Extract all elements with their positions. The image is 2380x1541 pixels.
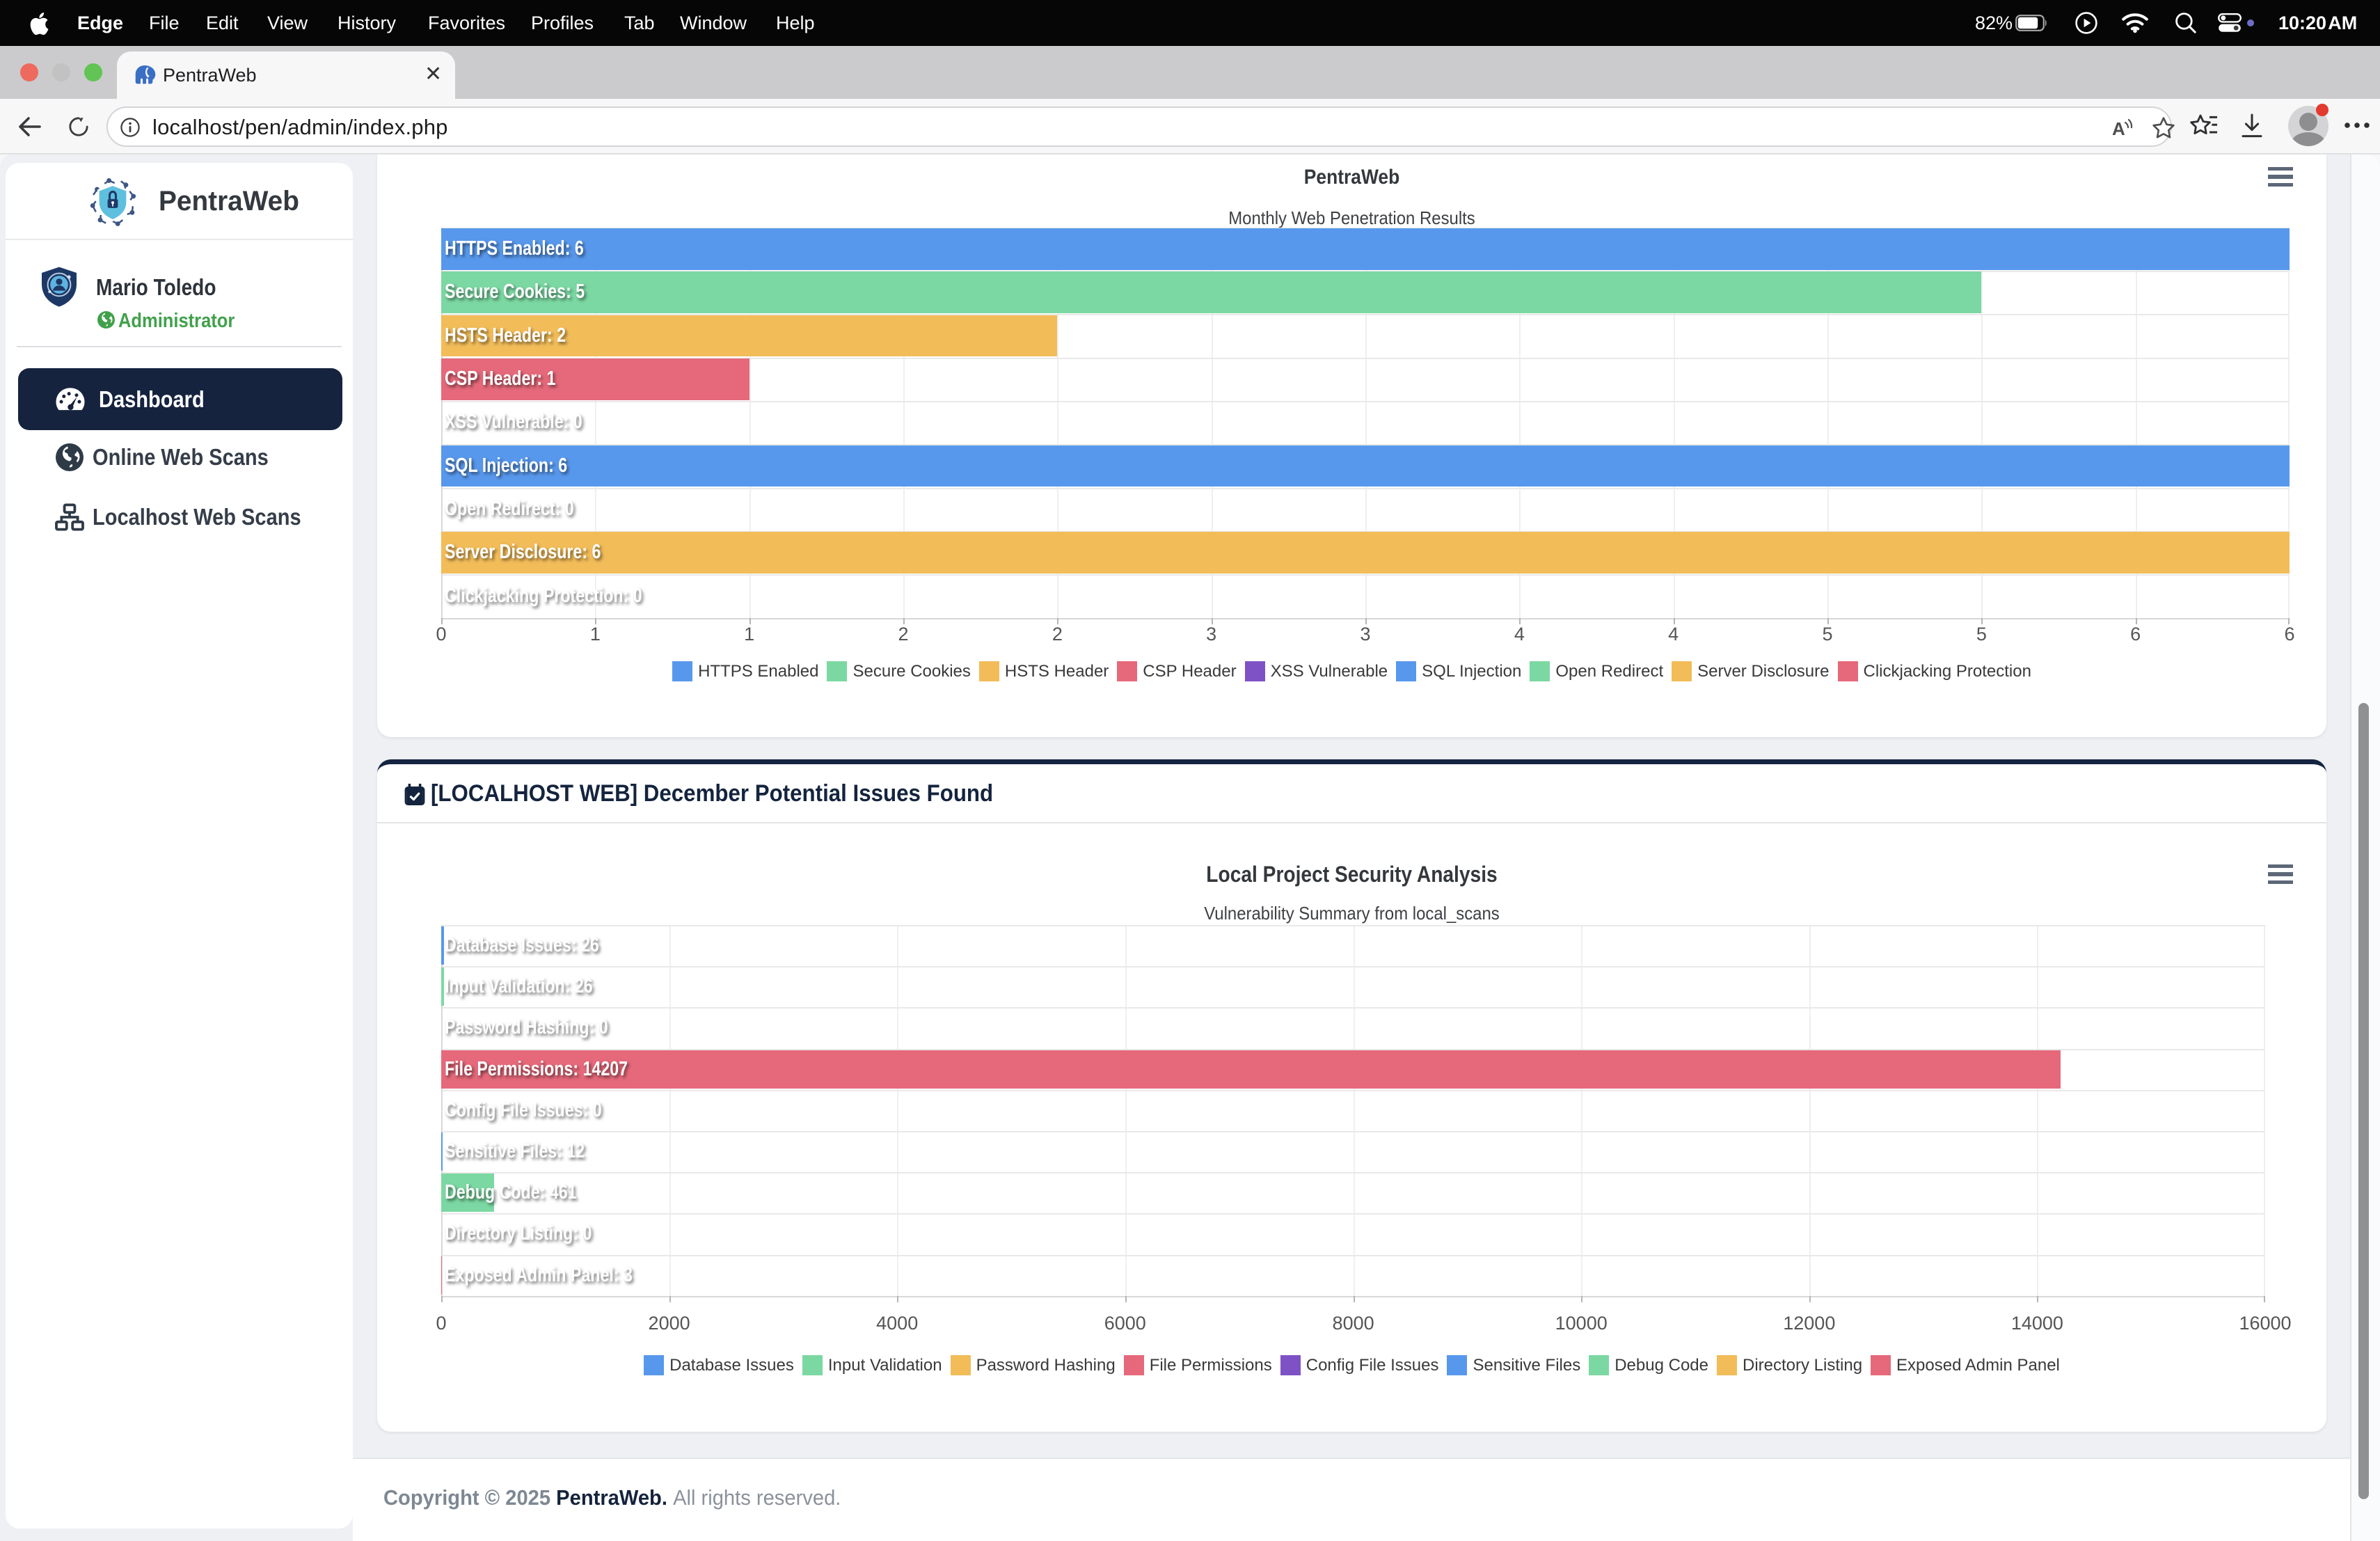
svg-text:A: A bbox=[2112, 118, 2125, 139]
